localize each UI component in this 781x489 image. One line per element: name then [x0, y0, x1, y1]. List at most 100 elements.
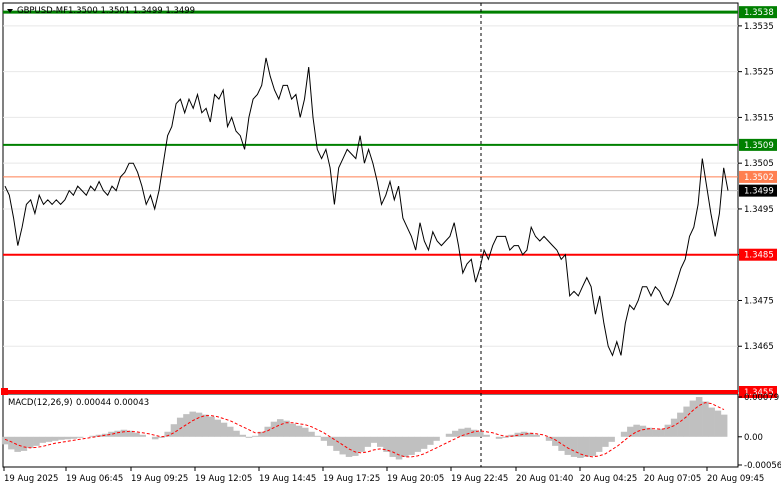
macd-bar — [114, 430, 121, 437]
level-tag-label: 1.3509 — [744, 141, 774, 151]
macd-bar — [26, 436, 34, 448]
macd-bar — [545, 436, 553, 441]
macd-bar — [220, 422, 228, 437]
level-tag — [739, 138, 777, 151]
macd-bar — [164, 431, 171, 437]
macd-bar — [683, 406, 690, 437]
macd-bar — [33, 436, 40, 446]
macd-bar — [608, 436, 615, 442]
y-tick-label: 1.3475 — [744, 296, 774, 306]
macd-title: MACD(12,26,9) — [8, 398, 73, 408]
macd-bar — [345, 436, 353, 457]
y-tick-label: 1.3505 — [744, 159, 774, 169]
macd-bar — [558, 436, 565, 451]
macd-bar — [339, 436, 347, 455]
y-tick-label: 1.3535 — [744, 22, 774, 32]
menu-triangle-icon[interactable] — [7, 9, 13, 13]
macd-bar — [270, 421, 278, 437]
macd-bar — [1, 436, 9, 445]
macd-bar — [639, 425, 647, 437]
macd-bar — [195, 412, 203, 437]
macd-bar — [45, 436, 53, 442]
macd-bar — [58, 436, 65, 440]
price-series-line — [4, 57, 729, 357]
macd-histogram — [1, 397, 728, 460]
macd-bar — [295, 425, 303, 437]
macd-bar — [645, 427, 653, 437]
level-tag-label: 1.3538 — [744, 8, 774, 18]
macd-signal-value: 0.00043 — [114, 398, 149, 408]
macd-bar — [370, 436, 378, 443]
macd-bar — [151, 436, 159, 440]
x-tick-label: 19 Aug 12:05 — [195, 474, 252, 484]
macd-bar — [358, 436, 365, 452]
macd-bar — [314, 435, 322, 437]
macd-bar — [326, 436, 334, 446]
x-tick-label: 19 Aug 2025 — [4, 474, 58, 484]
macd-bar — [502, 436, 509, 438]
macd-bar — [695, 397, 703, 437]
macd-bar — [633, 424, 640, 437]
macd-bar — [470, 429, 478, 437]
macd-bar — [76, 436, 84, 438]
macd-bar — [720, 414, 728, 437]
macd-bar — [158, 436, 165, 438]
macd-bar — [133, 432, 140, 437]
level-tag-label: 1.3499 — [744, 187, 774, 197]
x-tick-label: 20 Aug 07:05 — [644, 474, 701, 484]
macd-bar — [120, 429, 128, 437]
macd-bar — [176, 417, 184, 437]
macd-bar — [652, 429, 659, 437]
macd-bar — [670, 418, 678, 437]
macd-bar — [664, 424, 672, 437]
macd-bar — [464, 427, 472, 437]
y-tick-label: 1.3495 — [744, 205, 774, 215]
macd-bar — [533, 434, 540, 437]
macd-bar — [258, 431, 265, 437]
macd-bar — [383, 436, 390, 452]
macd-bar — [70, 436, 78, 439]
macd-bar — [658, 428, 665, 437]
level-tags: 1.3538 1.3509 1.3502 1.3499 1.3485 1.3455 — [739, 6, 777, 398]
macd-bar — [308, 431, 315, 437]
macd-bar — [583, 436, 590, 457]
macd-bar — [251, 435, 259, 437]
y-tick-label: 1.3465 — [744, 342, 774, 352]
level-tag — [739, 184, 777, 197]
macd-bar — [714, 410, 722, 437]
level-tag-label: 1.3485 — [744, 251, 774, 261]
level-tag-label: 1.3502 — [744, 173, 774, 183]
macd-bar — [233, 430, 240, 437]
macd-bar — [420, 436, 428, 449]
macd-bar — [477, 431, 484, 437]
macd-bar — [320, 436, 328, 441]
macd-bar — [64, 436, 71, 440]
macd-bar — [495, 436, 503, 439]
macd-tick-label: 0.00079 — [744, 393, 779, 403]
macd-bar — [208, 416, 215, 437]
x-tick-label: 19 Aug 20:05 — [387, 474, 444, 484]
macd-bar — [39, 436, 46, 443]
macd-bar — [289, 423, 297, 437]
level-marker — [1, 388, 8, 395]
macd-bar — [214, 419, 221, 437]
level-tag — [739, 248, 777, 261]
macd-main-value: 0.00044 — [76, 398, 111, 408]
x-tick-label: 19 Aug 09:25 — [131, 474, 188, 484]
macd-bar — [283, 420, 290, 437]
macd-bar — [595, 436, 603, 452]
macd-bar — [689, 400, 697, 437]
x-tick-label: 20 Aug 09:45 — [707, 474, 764, 484]
y-tick-label: 1.3515 — [744, 113, 774, 123]
x-tick-label: 20 Aug 04:25 — [580, 474, 637, 484]
macd-bar — [602, 436, 609, 447]
macd-bar — [627, 426, 634, 437]
macd-tick-label: -0.00056 — [744, 461, 781, 471]
macd-scale: 0.00079 0.00 -0.00056 — [738, 393, 781, 471]
macd-bar — [589, 436, 597, 456]
macd-bar — [139, 434, 146, 437]
macd-bar — [452, 430, 459, 437]
macd-bar — [570, 436, 578, 457]
macd-bar — [239, 434, 247, 437]
